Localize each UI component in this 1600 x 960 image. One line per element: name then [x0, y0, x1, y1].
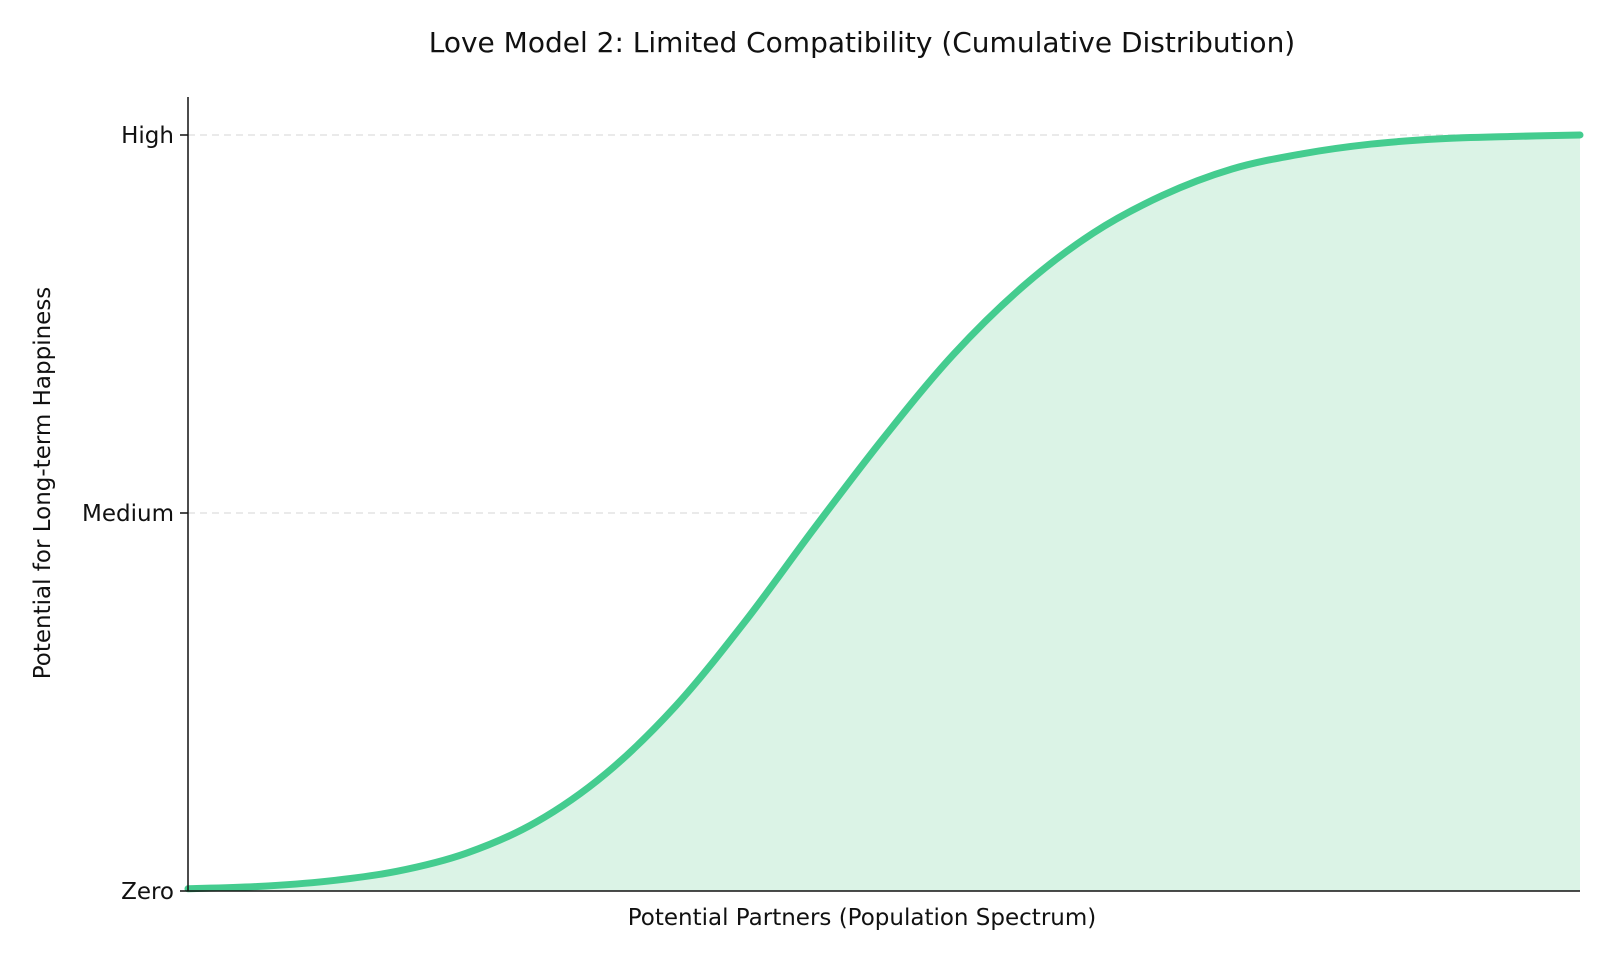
y-tick-label: Medium — [82, 501, 174, 527]
x-axis-label: Potential Partners (Population Spectrum) — [628, 905, 1097, 931]
y-tick-label: Zero — [121, 879, 174, 905]
series-area-fill — [188, 135, 1580, 891]
y-axis-label: Potential for Long-term Happiness — [30, 287, 56, 680]
chart-title: Love Model 2: Limited Compatibility (Cum… — [429, 26, 1295, 59]
y-ticks: Zero Medium High — [82, 123, 188, 905]
y-tick-label: High — [121, 123, 174, 149]
series-line — [184, 131, 1584, 893]
